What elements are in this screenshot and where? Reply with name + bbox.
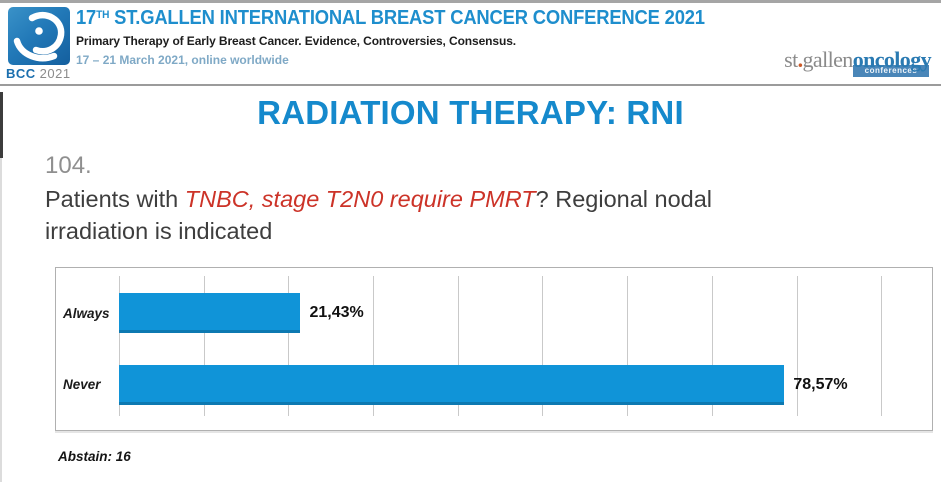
bar-value-label: 78,57%: [793, 375, 848, 393]
bcc-logo: [8, 7, 70, 65]
gridline: [627, 276, 629, 416]
oncology-word: oncology: [852, 47, 932, 72]
bar-track: 78,57%: [119, 364, 932, 405]
bar-row: Never 78,57%: [56, 364, 932, 405]
header-divider: [0, 84, 941, 86]
category-label: Never: [63, 377, 101, 393]
bar-value-label: 21,43%: [309, 304, 364, 322]
title-superscript: TH: [96, 9, 110, 21]
gridline: [542, 276, 544, 416]
bcc-year: 2021: [39, 66, 71, 81]
bar-track: 21,43%: [119, 293, 932, 334]
gridline: [288, 276, 290, 416]
question-highlight: TNBC, stage T2N0 require PMRT: [184, 186, 536, 212]
chart-plot-area: [119, 276, 932, 416]
breast-logo-icon: [13, 11, 65, 62]
abstain-note: Abstain: 16: [58, 449, 131, 464]
bar: [119, 293, 301, 334]
conference-dates: 17 – 21 March 2021, online worldwide: [76, 53, 289, 67]
gridline: [373, 276, 375, 416]
logo-dot: .: [797, 47, 803, 72]
video-top-edge: [0, 0, 941, 3]
video-left-edge-light: [0, 158, 2, 482]
question-suffix: ? Regional nodal irradiation is indicate…: [45, 186, 713, 244]
category-label: Always: [63, 305, 110, 321]
stgallen-oncology-wordmark: st.gallenoncology: [784, 47, 932, 72]
question-prefix: Patients with: [45, 186, 185, 212]
poll-bar-chart: Always 21,43% Never 78,57%: [55, 267, 933, 431]
conference-subtitle: Primary Therapy of Early Breast Cancer. …: [76, 34, 517, 48]
gridline: [119, 276, 120, 416]
video-left-edge-dark: [0, 92, 3, 158]
gridline: [881, 276, 883, 416]
conferences-badge: conferences: [853, 65, 929, 77]
stgallen-oncology-logo: st.gallenoncology conferences: [784, 47, 932, 77]
gridline: [457, 276, 459, 416]
gridline: [711, 276, 713, 416]
slide-title: RADIATION THERAPY: RNI: [257, 94, 684, 131]
gridline: [203, 276, 205, 416]
bcc-label: BCC: [6, 66, 36, 81]
question-number: 104.: [45, 152, 92, 179]
header-text: 17TH ST.GALLEN INTERNATIONAL BREAST CANC…: [76, 7, 760, 67]
conference-title: 17TH ST.GALLEN INTERNATIONAL BREAST CANC…: [76, 7, 705, 29]
bcc-caption: BCC 2021: [6, 66, 76, 81]
bar-row: Always 21,43%: [56, 293, 932, 334]
gridline: [796, 276, 798, 416]
chart-rows: Always 21,43% Never 78,57%: [56, 268, 932, 430]
conference-header: BCC 2021 17TH ST.GALLEN INTERNATIONAL BRE…: [0, 3, 941, 84]
question-text: Patients with TNBC, stage T2N0 require P…: [45, 183, 805, 247]
bar: [119, 364, 785, 405]
